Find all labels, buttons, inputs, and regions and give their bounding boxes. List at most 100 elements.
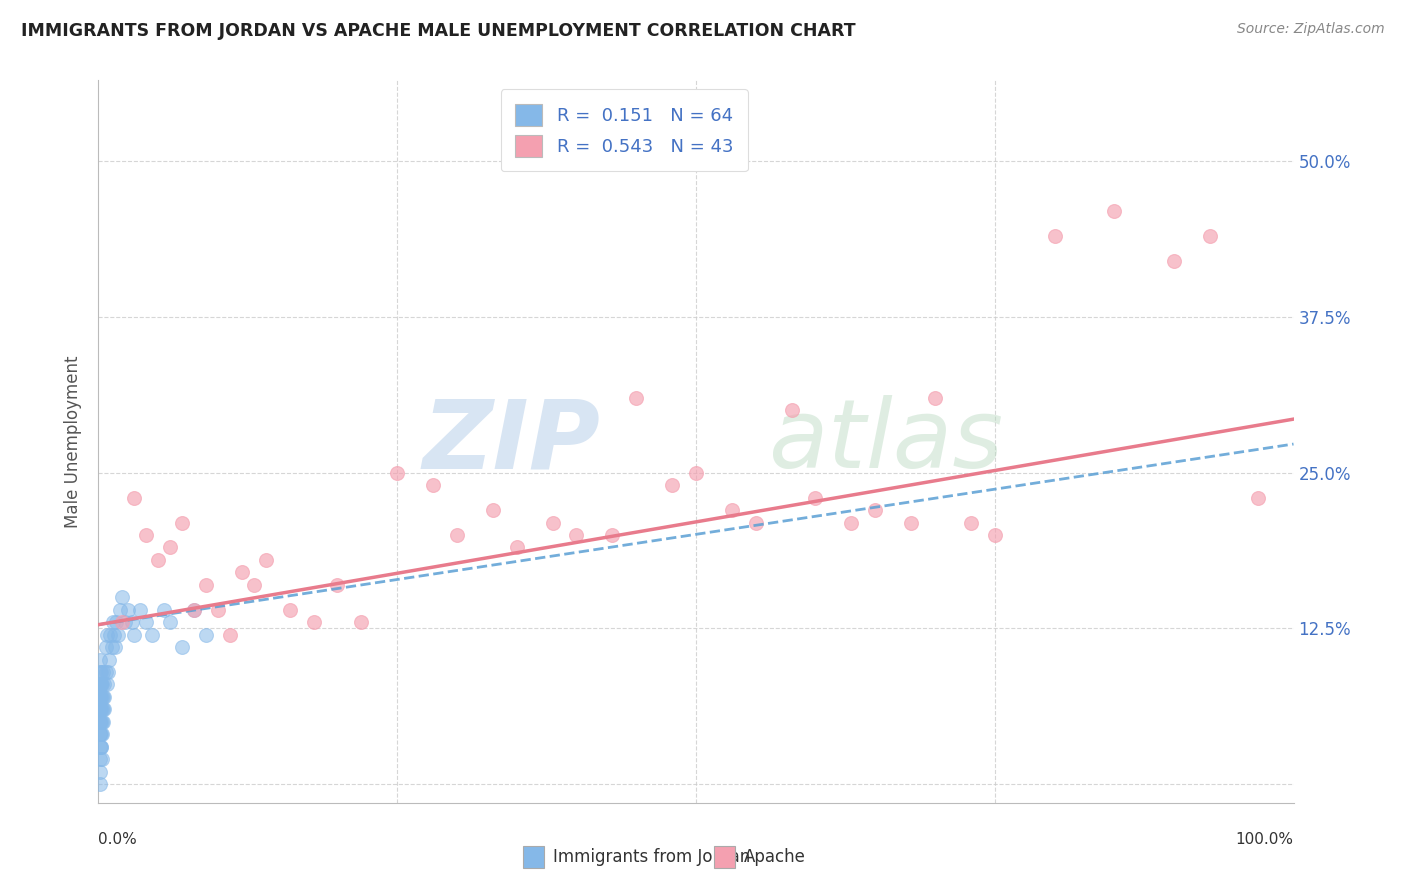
Point [111,591,134,605]
Point [121,615,143,630]
Point [195,578,218,592]
Point [721,503,744,517]
Point [1247,491,1270,505]
Point [124,491,146,505]
Point [107,627,129,641]
Point [90,702,112,716]
Point [91,727,114,741]
Point [1043,229,1066,244]
Point [104,640,127,654]
Point [89,714,111,729]
Point [183,603,205,617]
Point [100,640,122,654]
Text: Immigrants from Jordan: Immigrants from Jordan [553,848,749,866]
Point [124,627,146,641]
Point [326,578,349,592]
Point [148,553,170,567]
Point [302,615,325,630]
Point [89,702,111,716]
Point [924,391,946,405]
Point [114,615,136,630]
Point [195,627,218,641]
Text: Apache: Apache [744,848,806,866]
Point [1104,204,1126,219]
Point [93,702,115,716]
Point [89,690,111,704]
Point [153,603,176,617]
Point [602,528,624,542]
Point [661,478,683,492]
Point [89,677,111,691]
Point [129,603,152,617]
Point [254,553,277,567]
Point [89,652,111,666]
Point [90,714,112,729]
Point [89,690,111,704]
Point [89,739,111,754]
Y-axis label: Male Unemployment: Male Unemployment [65,355,83,528]
Point [89,727,111,741]
Point [1199,229,1222,244]
Point [90,739,112,754]
Point [1163,253,1185,268]
Point [90,690,112,704]
FancyBboxPatch shape [523,847,544,868]
Point [207,603,229,617]
Point [960,516,983,530]
Point [422,478,444,492]
Point [111,615,134,630]
Point [745,516,768,530]
Point [90,727,112,741]
Point [97,665,120,679]
Point [159,541,181,555]
Point [159,615,181,630]
Point [541,516,564,530]
Point [96,677,118,691]
FancyBboxPatch shape [714,847,735,868]
Point [91,690,114,704]
Point [172,516,194,530]
Point [89,764,111,779]
Point [506,541,529,555]
Point [350,615,373,630]
Point [984,528,1007,542]
Point [89,727,111,741]
Point [172,640,194,654]
Point [804,491,827,505]
Point [91,665,114,679]
Point [90,677,112,691]
Point [243,578,266,592]
Point [841,516,863,530]
Point [101,615,124,630]
Point [685,466,707,480]
Point [565,528,588,542]
Point [278,603,301,617]
Point [385,466,409,480]
Text: 100.0%: 100.0% [1236,831,1294,847]
Point [89,777,111,791]
Point [900,516,922,530]
Point [105,615,128,630]
Point [90,677,112,691]
Point [93,690,115,704]
Point [865,503,887,517]
Point [135,615,157,630]
Point [96,627,118,641]
Point [94,640,117,654]
Text: Source: ZipAtlas.com: Source: ZipAtlas.com [1237,22,1385,37]
Point [446,528,468,542]
Legend: R =  0.151   N = 64, R =  0.543   N = 43: R = 0.151 N = 64, R = 0.543 N = 43 [501,89,748,171]
Point [183,603,205,617]
Text: 0.0%: 0.0% [98,831,138,847]
Text: atlas: atlas [768,395,1002,488]
Point [93,677,115,691]
Point [231,566,253,580]
Text: ZIP: ZIP [422,395,600,488]
Text: IMMIGRANTS FROM JORDAN VS APACHE MALE UNEMPLOYMENT CORRELATION CHART: IMMIGRANTS FROM JORDAN VS APACHE MALE UN… [21,22,856,40]
Point [90,739,112,754]
Point [91,714,114,729]
Point [89,752,111,766]
Point [94,665,117,679]
Point [91,714,114,729]
Point [117,603,139,617]
